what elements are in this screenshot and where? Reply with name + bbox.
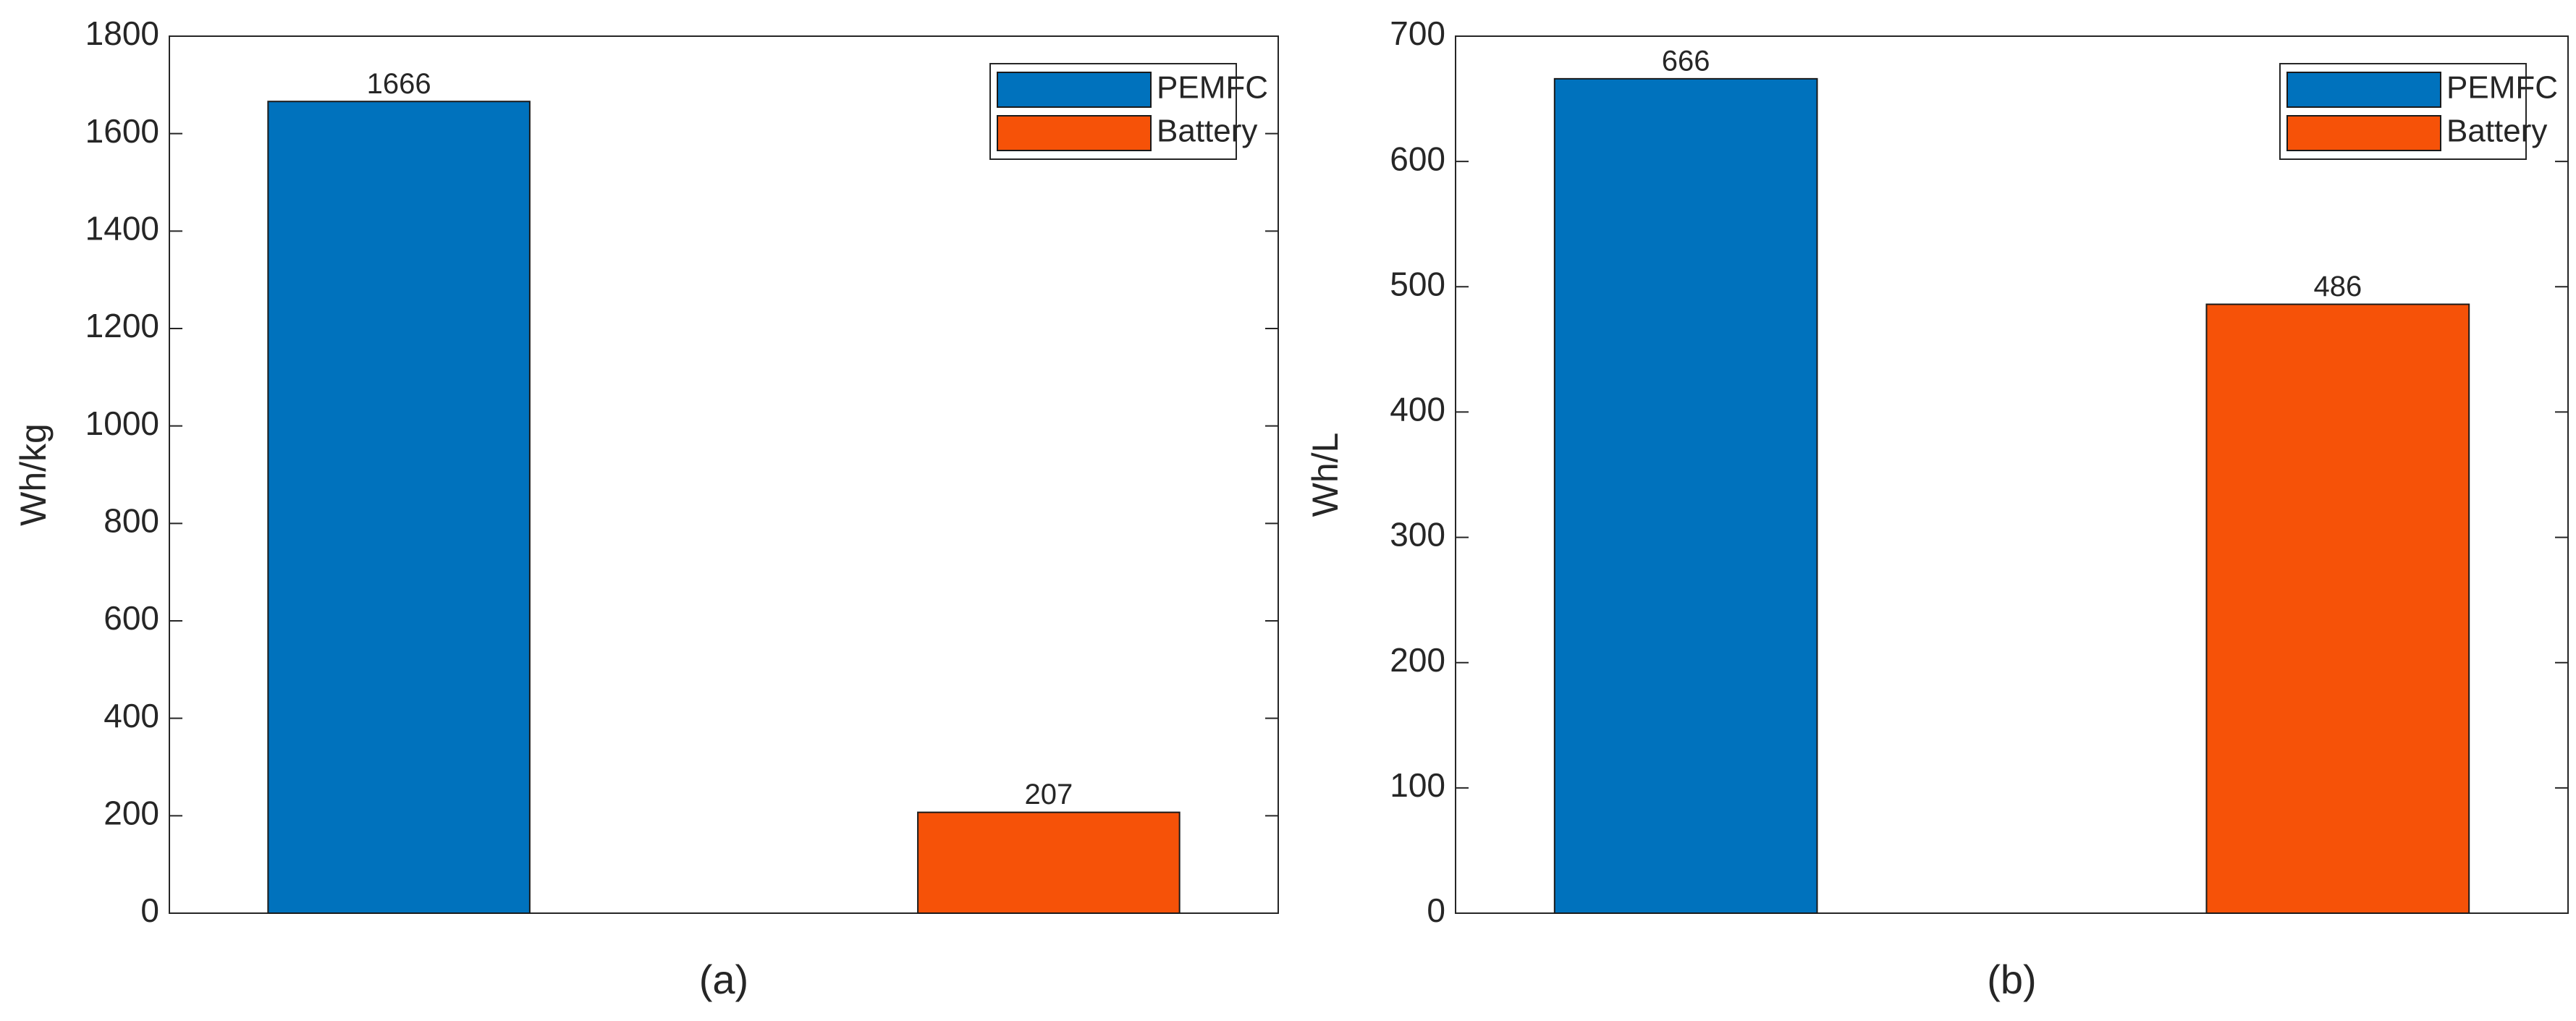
y-tick-label: 800 (104, 501, 159, 539)
data-label: 486 (2313, 271, 2362, 302)
y-axis-label: Wh/L (1305, 433, 1346, 517)
y-axis-label: Wh/kg (13, 423, 54, 526)
bar (917, 811, 1181, 914)
y-tick-label: 200 (104, 794, 159, 831)
y-tick-label: 1800 (85, 14, 159, 52)
y-tick-label: 0 (140, 891, 159, 929)
y-tick-label: 700 (1390, 14, 1445, 52)
legend-label: PEMFC (2446, 70, 2558, 106)
legend-label: PEMFC (1157, 70, 1268, 106)
y-tick-label: 600 (104, 599, 159, 637)
y-tick-label: 1200 (85, 307, 159, 344)
data-label: 666 (1662, 45, 1710, 77)
data-label: 1666 (367, 68, 431, 100)
y-tick-label: 0 (1427, 891, 1445, 929)
caption: (b) (1987, 957, 2036, 1002)
y-tick-label: 100 (1390, 766, 1445, 804)
legend-label: Battery (2446, 114, 2547, 149)
bar (1553, 77, 1818, 915)
y-tick-label: 200 (1390, 641, 1445, 679)
y-tick-label: 1000 (85, 404, 159, 442)
legend-label: Battery (1157, 114, 1257, 149)
legend-swatch (2286, 115, 2441, 151)
y-tick-label: 1400 (85, 209, 159, 247)
legend-swatch (2286, 72, 2441, 108)
legend-swatch (997, 115, 1152, 151)
legend-swatch (997, 72, 1152, 108)
y-tick-label: 400 (1390, 391, 1445, 428)
y-tick-label: 600 (1390, 140, 1445, 177)
bar (2205, 303, 2470, 915)
caption: (a) (699, 957, 748, 1002)
y-tick-label: 1600 (85, 112, 159, 150)
y-tick-label: 400 (104, 697, 159, 734)
bar (267, 101, 531, 914)
y-tick-label: 300 (1390, 516, 1445, 554)
data-label: 207 (1025, 779, 1073, 810)
y-tick-label: 500 (1390, 265, 1445, 302)
